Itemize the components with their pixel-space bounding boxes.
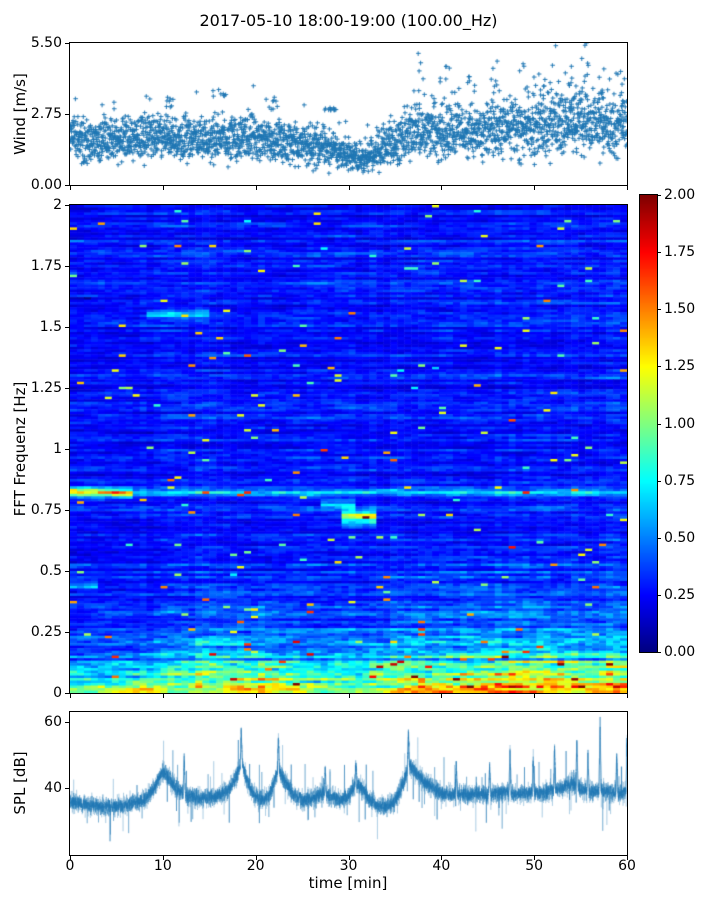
tick-mark xyxy=(657,594,661,596)
tick-mark xyxy=(65,327,69,328)
tick-mark xyxy=(65,721,69,723)
spectrogram-ytick-label: 1.75 xyxy=(30,258,62,274)
colorbar-tick-label: 1.50 xyxy=(664,301,696,318)
spectrogram-plot xyxy=(69,204,628,694)
tick-mark xyxy=(657,652,661,653)
tick-mark xyxy=(65,788,69,790)
colorbar-tick-label: 0.75 xyxy=(664,472,696,489)
spl-xtick-label: 30 xyxy=(339,858,358,874)
tick-mark xyxy=(534,186,536,190)
colorbar-tick-label: 1.75 xyxy=(664,244,696,261)
spectrogram-ytick-label: 1 xyxy=(53,441,62,457)
tick-mark xyxy=(627,856,628,860)
tick-mark xyxy=(627,694,628,698)
tick-mark xyxy=(657,537,661,539)
tick-mark xyxy=(65,510,69,511)
colorbar xyxy=(639,194,658,653)
x-axis-label: time [min] xyxy=(308,874,388,892)
colorbar-tick-label: 1.00 xyxy=(664,415,696,432)
spl-plot xyxy=(69,711,628,856)
tick-mark xyxy=(657,195,661,196)
tick-mark xyxy=(65,43,69,44)
tick-mark xyxy=(70,186,71,190)
tick-mark xyxy=(65,632,69,633)
tick-mark xyxy=(657,480,661,482)
colorbar-tick-label: 0.00 xyxy=(664,644,696,660)
spl-xtick-label: 50 xyxy=(525,858,544,874)
tick-mark xyxy=(657,309,661,311)
spl-xtick-label: 60 xyxy=(618,858,636,874)
spectrogram-ytick-label: 1.25 xyxy=(30,380,62,396)
spl-ytick-label: 60 xyxy=(44,713,62,730)
tick-mark xyxy=(255,856,257,860)
spectrogram-ytick-label: 0.75 xyxy=(30,502,62,518)
wind-plot xyxy=(69,42,628,186)
tick-mark xyxy=(70,694,71,698)
colorbar-tick-label: 0.25 xyxy=(664,586,696,603)
tick-mark xyxy=(441,856,443,860)
tick-mark xyxy=(162,186,164,190)
spl-ytick-label: 40 xyxy=(44,780,62,797)
colorbar-canvas xyxy=(640,195,657,652)
tick-mark xyxy=(65,114,69,115)
spl-xtick-label: 20 xyxy=(246,858,265,874)
tick-mark xyxy=(441,186,443,190)
tick-mark xyxy=(65,185,69,186)
tick-mark xyxy=(65,388,69,389)
spl-xtick-label: 0 xyxy=(65,858,75,874)
spl-xtick-label: 10 xyxy=(153,858,172,874)
spectrogram-ytick-label: 0.25 xyxy=(30,624,62,640)
tick-mark xyxy=(534,856,536,860)
figure-title: 2017-05-10 18:00-19:00 (100.00_Hz) xyxy=(199,11,498,30)
tick-mark xyxy=(657,423,661,425)
tick-mark xyxy=(162,694,164,698)
tick-mark xyxy=(65,571,69,572)
wind-ytick-label: 0.00 xyxy=(30,177,62,193)
tick-mark xyxy=(162,856,164,860)
spectrogram-ytick-label: 0.5 xyxy=(39,563,62,579)
tick-mark xyxy=(70,856,71,860)
colorbar-tick-label: 0.50 xyxy=(664,529,696,546)
tick-mark xyxy=(534,694,536,698)
spl-xtick-label: 40 xyxy=(432,858,451,874)
spectrogram-canvas xyxy=(70,205,627,693)
colorbar-tick-label: 1.25 xyxy=(664,358,696,375)
tick-mark xyxy=(348,694,350,698)
tick-mark xyxy=(627,186,628,190)
spectrogram-ytick-label: 0 xyxy=(53,685,62,701)
tick-mark xyxy=(441,694,443,698)
tick-mark xyxy=(65,449,69,450)
tick-mark xyxy=(65,266,69,267)
spl-line-canvas xyxy=(70,712,627,855)
colorbar-tick-label: 2.00 xyxy=(664,187,696,203)
tick-mark xyxy=(657,252,661,254)
tick-mark xyxy=(255,694,257,698)
tick-mark xyxy=(65,205,69,206)
wind-ytick-label: 2.75 xyxy=(30,106,62,122)
spectrogram-ytick-label: 1.5 xyxy=(39,319,62,335)
spectrogram-ytick-label: 2 xyxy=(53,197,62,213)
wind-ytick-label: 5.50 xyxy=(30,35,62,51)
wind-scatter-canvas xyxy=(70,43,627,185)
tick-mark xyxy=(255,186,257,190)
tick-mark xyxy=(348,186,350,190)
tick-mark xyxy=(348,856,350,860)
tick-mark xyxy=(657,366,661,368)
tick-mark xyxy=(65,693,69,694)
